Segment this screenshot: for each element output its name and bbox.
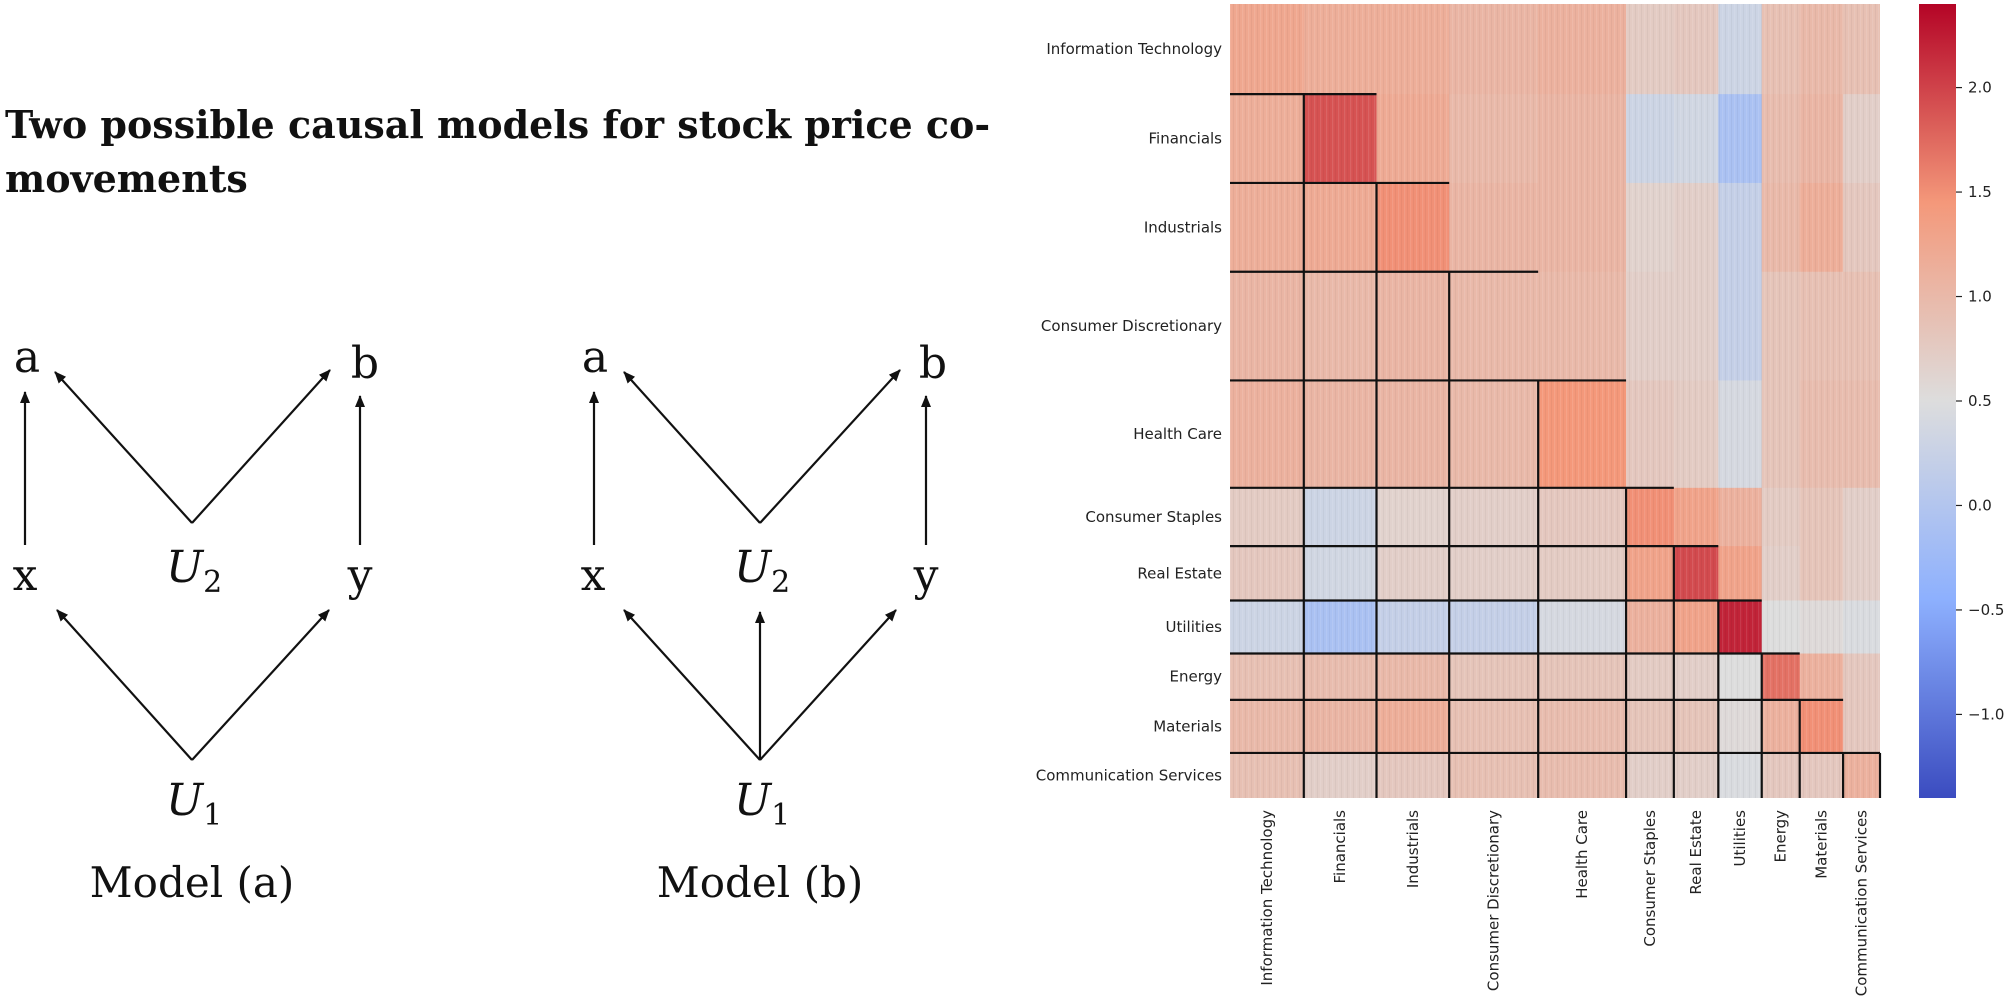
column-label: Information Technology (1258, 810, 1276, 986)
edge-u2-to-a (54, 371, 193, 524)
column-label: Health Care (1573, 810, 1591, 899)
node-u1-main: U (166, 775, 205, 826)
node-b: b (351, 338, 379, 389)
node-u2: U2 (734, 542, 790, 600)
node-x: x (13, 550, 38, 601)
node-u1-main: U (734, 775, 773, 826)
colorbar-tick-label: 1.0 (1968, 288, 1992, 306)
row-label: Utilities (1166, 618, 1223, 636)
model-b: a b x y U2 U1 Model (b) (581, 332, 948, 907)
column-label: Consumer Staples (1641, 810, 1659, 947)
node-u2-main: U (166, 542, 205, 593)
edge-u2-to-b (759, 369, 901, 524)
column-label: Communication Services (1853, 810, 1871, 996)
colorbar-tick-label: −0.5 (1968, 601, 2004, 619)
node-u2: U2 (166, 542, 222, 600)
node-u1: U1 (166, 775, 222, 833)
edge-u1-to-x (56, 609, 193, 761)
node-u2-subscript: 2 (203, 565, 222, 600)
colorbar (1919, 4, 1956, 798)
colorbar-tick-label: 0.5 (1968, 392, 1992, 410)
row-labels: Information Technology Financials Industri… (1036, 40, 1222, 784)
edge-u2-to-a (623, 371, 761, 524)
node-u1: U1 (734, 775, 790, 833)
row-label: Real Estate (1137, 564, 1222, 582)
node-a: a (14, 332, 40, 383)
row-label: Information Technology (1046, 40, 1222, 58)
row-label: Communication Services (1036, 766, 1222, 784)
causal-diagrams: a b x y U2 U1 Model (a) a b x y U2 U1 Mo… (13, 332, 948, 907)
node-a: a (582, 332, 608, 383)
column-label: Consumer Discretionary (1485, 810, 1503, 991)
edge-u2-to-b (191, 369, 331, 524)
column-labels: Information Technology Financials Industri… (1258, 810, 1871, 996)
model-a: a b x y U2 U1 Model (a) (13, 332, 380, 907)
edge-u1-to-x (623, 609, 761, 761)
row-label: Materials (1153, 717, 1222, 735)
colorbar-tick-label: 1.5 (1968, 183, 1992, 201)
row-label: Health Care (1133, 425, 1222, 443)
colorbar-ticks: −1.0 −0.5 0.0 0.5 1.0 1.5 2.0 (1956, 79, 2004, 723)
edge-u1-to-y (191, 609, 330, 761)
model-a-caption: Model (a) (90, 858, 295, 907)
block-outlines (1230, 93, 1882, 798)
colorbar-tick-label: 0.0 (1968, 496, 1992, 514)
column-label: Real Estate (1687, 810, 1705, 895)
edge-u1-to-y (759, 609, 897, 761)
node-y: y (347, 550, 373, 601)
row-label: Financials (1149, 130, 1223, 148)
column-label: Industrials (1404, 810, 1422, 888)
colorbar-tick-label: 2.0 (1968, 79, 1992, 97)
row-label: Consumer Staples (1085, 508, 1222, 526)
column-label: Energy (1772, 810, 1790, 863)
row-label: Industrials (1144, 218, 1222, 236)
node-u1-subscript: 1 (203, 798, 222, 833)
model-b-caption: Model (b) (657, 858, 863, 907)
column-label: Utilities (1731, 810, 1749, 867)
node-u2-subscript: 2 (771, 565, 790, 600)
node-u1-subscript: 1 (771, 798, 790, 833)
node-b: b (919, 338, 947, 389)
row-label: Energy (1169, 668, 1222, 686)
column-label: Financials (1331, 810, 1349, 884)
node-y: y (913, 550, 939, 601)
heatmap-texture (1230, 4, 1880, 798)
row-label: Consumer Discretionary (1041, 317, 1222, 335)
node-x: x (581, 550, 606, 601)
figure-title: Two possible causal models for stock pri… (5, 102, 991, 201)
node-u2-main: U (734, 542, 773, 593)
colorbar-tick-label: −1.0 (1968, 705, 2004, 723)
column-label: Materials (1812, 810, 1830, 879)
